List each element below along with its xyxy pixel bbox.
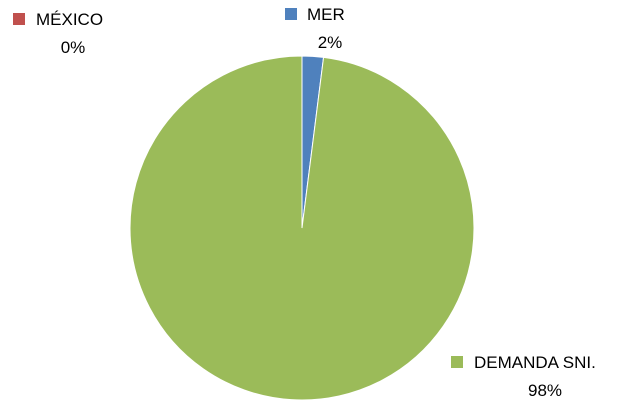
slice-label-mexico-name: MÉXICO	[36, 10, 103, 29]
slice-label-mexico: MÉXICO 0%	[13, 10, 103, 57]
slice-label-mer-value: 2%	[318, 33, 343, 52]
slice-label-mexico-value: 0%	[61, 38, 86, 57]
slice-label-demanda-sni: DEMANDA SNI. 98%	[451, 353, 596, 400]
slice-label-mer-name: MER	[307, 5, 345, 24]
pie-slice-demanda-sni	[129, 55, 475, 401]
slice-label-mer: MER 2%	[285, 5, 345, 52]
slices-layer	[129, 55, 475, 401]
legend-key-mexico	[13, 13, 25, 25]
legend-key-demanda-sni	[451, 356, 463, 368]
slice-label-demanda-sni-name: DEMANDA SNI.	[474, 353, 596, 372]
legend-key-mer	[285, 8, 297, 20]
slice-label-demanda-sni-value: 98%	[528, 381, 562, 400]
